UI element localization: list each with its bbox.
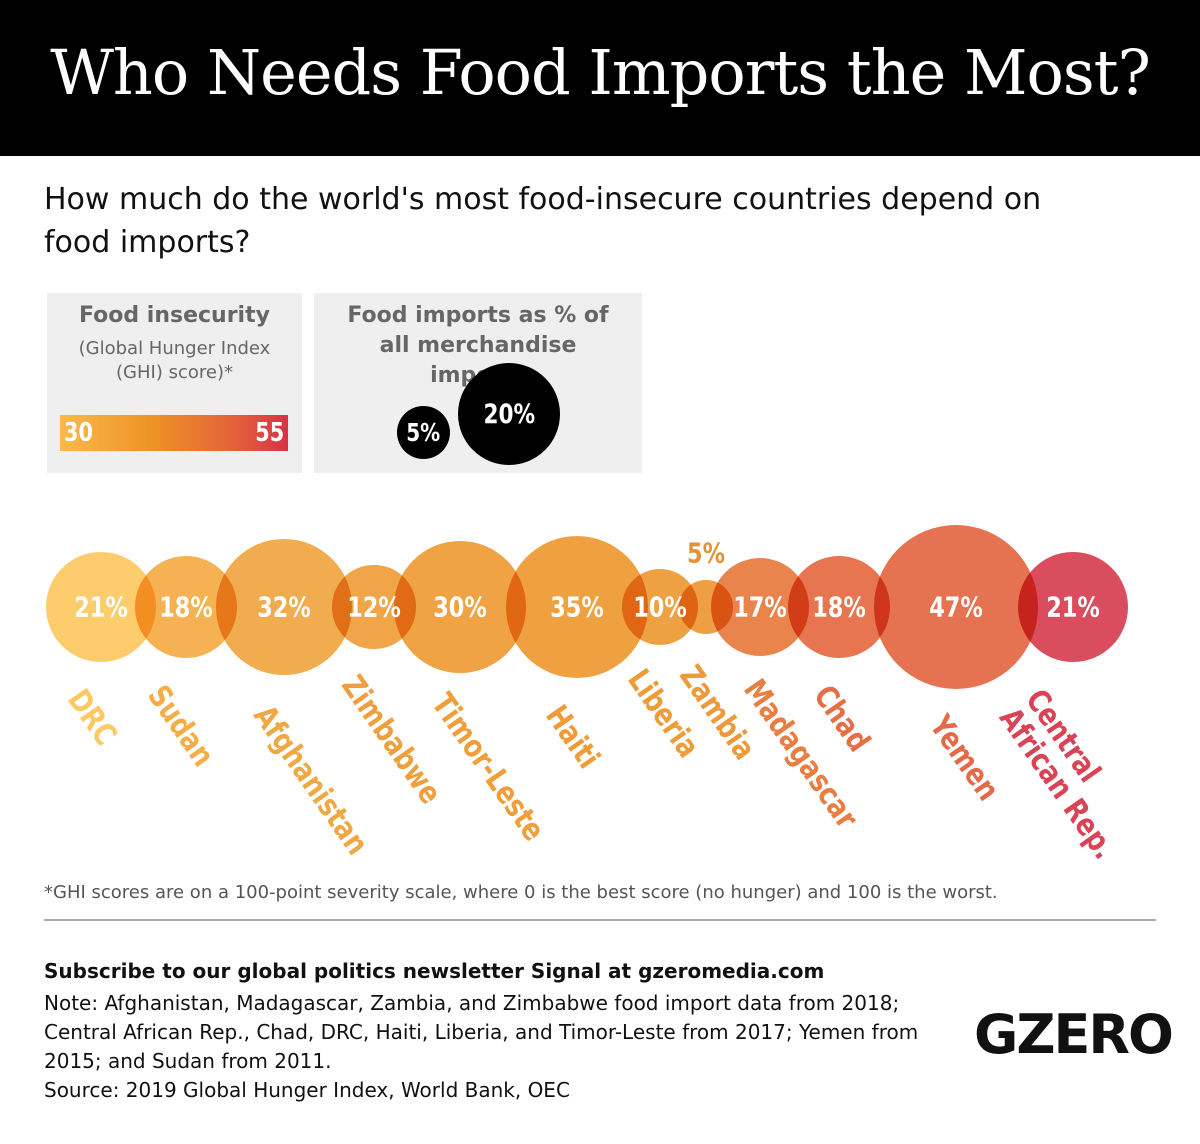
legend-small-bubble: 5% xyxy=(397,406,450,459)
legend-insecurity-title: Food insecurity xyxy=(79,303,270,328)
value-label: 5% xyxy=(686,536,726,570)
value-label: 18% xyxy=(812,590,866,624)
legend-small-label: 5% xyxy=(406,418,441,447)
value-label: 17% xyxy=(733,590,787,624)
value-label: 10% xyxy=(633,590,687,624)
bubble-chart: 21% DRC 18% Sudan 32% Afghanistan 12% Zimbabwe 3… xyxy=(0,500,1200,866)
country-label: Timor-Leste xyxy=(424,686,552,848)
bubble-11 xyxy=(1018,552,1128,662)
divider xyxy=(44,919,1156,921)
value-label: 30% xyxy=(433,590,487,624)
legend-large-bubble: 20% xyxy=(458,363,560,465)
country-label: Zimbabwe xyxy=(334,668,449,811)
bubble-9 xyxy=(788,556,890,658)
subscribe-text: Subscribe to our global politics newslet… xyxy=(44,959,825,983)
notes: Note: Afghanistan, Madagascar, Zambia, a… xyxy=(44,989,944,1105)
legend-food-imports: Food imports as % of all merchandise imp… xyxy=(314,293,642,473)
value-label: 18% xyxy=(159,590,213,624)
note-text: Note: Afghanistan, Madagascar, Zambia, a… xyxy=(44,991,919,1073)
country-label: Afghanistan xyxy=(246,698,376,862)
country-label: Haiti xyxy=(538,698,607,776)
subtitle: How much do the world's most food-insecu… xyxy=(44,182,1042,260)
country-label: Central African Rep. xyxy=(991,682,1123,866)
country-label: DRC xyxy=(60,682,124,753)
country-label: Chad xyxy=(806,678,877,759)
header-bar: Who Needs Food Imports the Most? xyxy=(0,0,1200,156)
legend-large-label: 20% xyxy=(483,398,535,430)
value-label: 32% xyxy=(257,590,311,624)
gzero-logo: GZERO xyxy=(974,1003,1174,1066)
bubble-4 xyxy=(394,541,526,673)
color-scale-bar: 30 55 xyxy=(60,415,288,451)
page-title: Who Needs Food Imports the Most? xyxy=(50,36,1151,109)
value-label: 35% xyxy=(550,590,604,624)
country-label: Yemen xyxy=(922,708,1007,808)
country-label: Sudan xyxy=(140,678,222,774)
value-label: 12% xyxy=(347,590,401,624)
value-label: 47% xyxy=(929,590,983,624)
scale-max-label: 55 xyxy=(255,418,284,448)
legend-insecurity-subtitle: (Global Hunger Index (GHI) score)* xyxy=(78,338,271,383)
bubble-10 xyxy=(873,524,1039,690)
legend-imports-title: Food imports as % of all merchandise imp… xyxy=(347,303,609,388)
bubble-2 xyxy=(216,539,352,675)
value-label: 21% xyxy=(74,590,128,624)
scale-min-label: 30 xyxy=(64,418,93,448)
legend-food-insecurity: Food insecurity (Global Hunger Index (GH… xyxy=(47,293,302,473)
footnote: *GHI scores are on a 100-point severity … xyxy=(44,882,998,903)
value-label: 21% xyxy=(1046,590,1100,624)
source-text: Source: 2019 Global Hunger Index, World … xyxy=(44,1078,570,1102)
